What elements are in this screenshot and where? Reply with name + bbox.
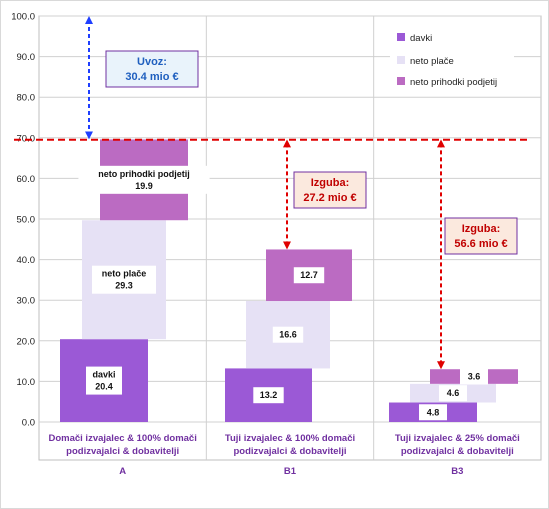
category-label-line2: podizvajalci & dobavitelji [234, 446, 347, 457]
y-tick-label: 0.0 [22, 418, 35, 429]
bar-label-name: neto prihodki podjetij [98, 169, 190, 179]
category-label-line2: podizvajalci & dobavitelji [401, 446, 514, 457]
uvoz-value: 30.4 mio € [125, 71, 178, 83]
category-label-line1: Tuji izvajalec & 100% domači [225, 433, 355, 444]
legend-label-neto-prihodki: neto prihodki podjetij [410, 77, 497, 88]
izguba-b3-annotation: Izguba: 56.6 mio € [444, 217, 518, 255]
bar-label-value: 29.3 [115, 281, 133, 291]
y-tick-label: 30.0 [17, 296, 36, 307]
legend-swatch-neto-prihodki [397, 77, 405, 85]
uvoz-title: Uvoz: [137, 56, 167, 68]
bar-label-box [92, 265, 156, 294]
legend-box [390, 23, 514, 93]
bar-label-value: 4.6 [447, 388, 460, 398]
legend-label-davki: davki [410, 33, 432, 44]
bar-label-value: 20.4 [95, 382, 113, 392]
uvoz-box [105, 50, 199, 88]
bar-label-box [86, 366, 122, 395]
y-tick-label: 100.0 [11, 12, 35, 23]
bar-label-value: 19.9 [135, 181, 153, 191]
y-tick-label: 10.0 [17, 377, 36, 388]
x-axis-category-labels: Domači izvajalec & 100% domači podizvajal… [48, 433, 519, 477]
izguba-b3-value: 56.6 mio € [454, 238, 507, 250]
bar-label-value: 16.6 [279, 330, 297, 340]
bar-label-box [78, 165, 210, 194]
bar-label-value: 3.6 [468, 372, 481, 382]
category-code: A [119, 466, 126, 477]
bar-label-name: davki [92, 370, 115, 380]
category-label-line2: podizvajalci & dobavitelji [66, 446, 179, 457]
y-tick-label: 20.0 [17, 336, 36, 347]
legend: davki neto plače neto prihodki podjetij [390, 23, 514, 93]
bar-label-value: 4.8 [427, 407, 440, 417]
y-tick-label: 80.0 [17, 93, 36, 104]
bar-label-box [253, 387, 284, 404]
izguba-b1-title: Izguba: [311, 177, 350, 189]
bar-label-box [460, 368, 488, 385]
y-tick-label: 90.0 [17, 52, 36, 63]
uvoz-annotation: Uvoz: 30.4 mio € [105, 50, 199, 88]
y-tick-label: 50.0 [17, 215, 36, 226]
y-tick-label: 40.0 [17, 255, 36, 266]
izguba-b1-annotation: Izguba: 27.2 mio € [293, 171, 367, 209]
bar-label-name: neto plače [102, 269, 147, 279]
izguba-b3-title: Izguba: [462, 223, 501, 235]
bar-label-box [272, 326, 304, 343]
bar-label-box [293, 267, 325, 284]
bar-label-value: 12.7 [300, 270, 318, 280]
bar-label-box [419, 404, 447, 421]
category-code: B1 [284, 466, 297, 477]
izguba-b1-value: 27.2 mio € [303, 192, 356, 204]
bar-label-value: 13.2 [260, 390, 278, 400]
category-label-line1: Tuji izvajalec & 25% domači [395, 433, 520, 444]
legend-label-neto-place: neto plače [410, 56, 454, 67]
y-tick-label: 60.0 [17, 174, 36, 185]
bar-labels: davki 20.4 neto plače 29.3 neto prihodki pod… [78, 165, 488, 421]
bar-label-box [439, 385, 467, 402]
izguba-b3-box [444, 217, 518, 255]
category-label-line1: Domači izvajalec & 100% domači [48, 433, 196, 444]
izguba-b1-box [293, 171, 367, 209]
legend-swatch-neto-place [397, 56, 405, 64]
category-code: B3 [451, 466, 463, 477]
legend-swatch-davki [397, 33, 405, 41]
